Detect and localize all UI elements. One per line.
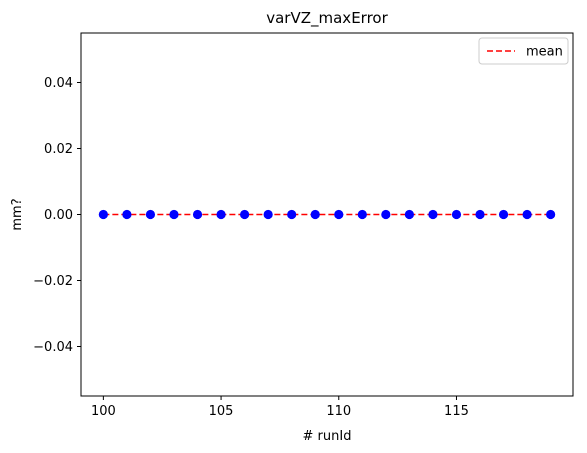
x-tick-label: 100 (91, 404, 116, 419)
data-point (475, 209, 485, 220)
data-point (451, 209, 462, 220)
data-point (240, 209, 250, 220)
y-axis: −0.04 −0.02 0.00 0.02 0.04 (33, 76, 81, 355)
data-point (263, 209, 273, 220)
legend: mean (478, 37, 569, 65)
x-axis: 100 105 110 115 (91, 396, 469, 419)
y-tick-label: 0.04 (44, 76, 73, 91)
chart-title: varVZ_maxError (266, 9, 388, 28)
y-tick-label: 0.02 (44, 142, 73, 157)
data-point (428, 209, 438, 220)
data-point (546, 209, 556, 220)
data-point (98, 209, 108, 220)
x-axis-label: # runId (303, 429, 352, 444)
data-point (192, 209, 203, 220)
x-tick-label: 110 (326, 404, 351, 419)
data-point (522, 209, 532, 220)
data-point (334, 209, 344, 220)
y-tick-label: −0.04 (33, 340, 73, 355)
legend-box (478, 37, 569, 65)
legend-mean-label: mean (526, 45, 563, 60)
data-point (216, 209, 226, 220)
x-tick-label: 105 (209, 404, 234, 419)
y-tick-label: 0.00 (44, 208, 73, 223)
data-point (287, 209, 297, 220)
data-point (310, 209, 320, 220)
data-point (145, 209, 156, 220)
data-point (381, 209, 391, 220)
data-point (122, 209, 132, 220)
plot-area: 100 105 110 115 −0.04 −0.02 0.00 0.02 0.04 (33, 32, 574, 419)
y-axis-label: mm? (10, 198, 25, 230)
data-point (404, 209, 414, 220)
data-point (498, 209, 509, 220)
y-tick-label: −0.02 (33, 274, 73, 289)
data-point (357, 209, 367, 220)
x-tick-label: 115 (444, 404, 469, 419)
data-point (169, 209, 179, 220)
data-points (98, 209, 556, 220)
